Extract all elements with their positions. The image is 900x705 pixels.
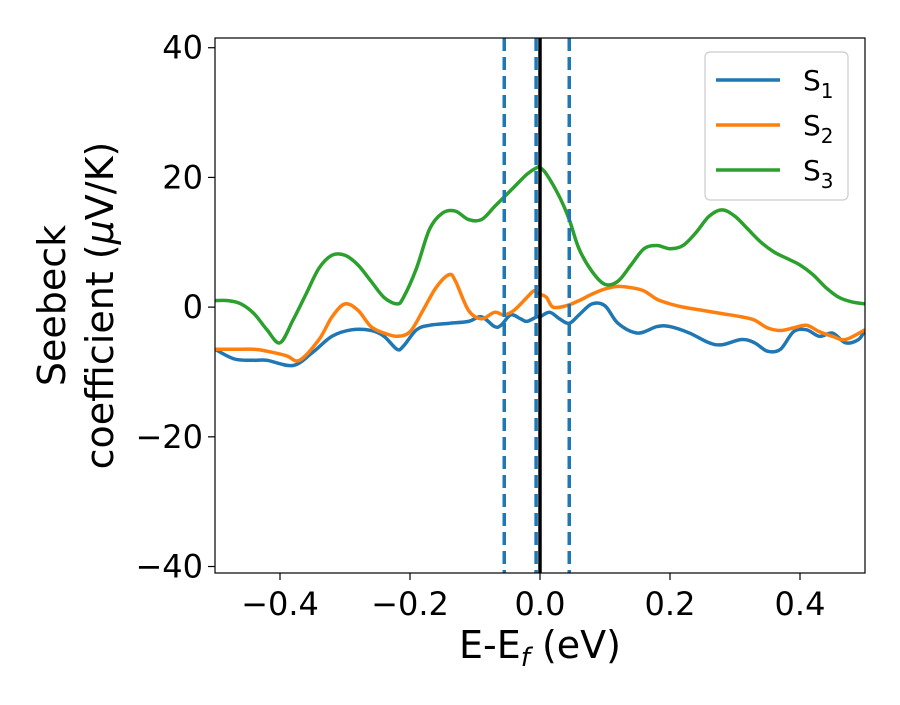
- y-axis-label-mu: μ: [78, 220, 122, 245]
- legend-label-subscript: 3: [821, 169, 834, 193]
- plot-area: [215, 38, 865, 573]
- series-line-s1: [215, 301, 865, 368]
- y-axis-label-prefix: coefficient (: [78, 244, 122, 469]
- y-axis-label-suffix: V/K): [78, 142, 122, 221]
- y-tick-label: 40: [162, 29, 203, 67]
- legend-label-s3: S3: [803, 154, 834, 193]
- y-tick-label: 20: [162, 158, 203, 196]
- legend-label-main: S: [803, 64, 821, 97]
- x-axis-label-main: E-E: [459, 623, 521, 667]
- legend-label-subscript: 2: [821, 124, 834, 148]
- legend-label-main: S: [803, 154, 821, 187]
- x-tick-label: −0.2: [371, 585, 449, 623]
- x-tick-label: 0.4: [775, 585, 826, 623]
- x-axis-label: E-Ef (eV): [459, 623, 621, 673]
- y-tick-label: −40: [135, 548, 203, 586]
- legend-label-subscript: 1: [821, 79, 834, 103]
- x-tick-label: 0.2: [645, 585, 696, 623]
- y-axis-label-line1: Seebeck: [30, 225, 74, 386]
- x-tick-label: −0.4: [241, 585, 319, 623]
- y-tick-label: 0: [183, 288, 203, 326]
- y-tick-label: −20: [135, 418, 203, 456]
- legend-label-s2: S2: [803, 109, 834, 148]
- x-tick-label: 0.0: [515, 585, 566, 623]
- legend-label-main: S: [803, 109, 821, 142]
- y-axis-label-line2: coefficient (μV/K): [78, 142, 122, 470]
- legend-label-s1: S1: [803, 64, 834, 103]
- x-axis-label-unit: (eV): [530, 623, 621, 667]
